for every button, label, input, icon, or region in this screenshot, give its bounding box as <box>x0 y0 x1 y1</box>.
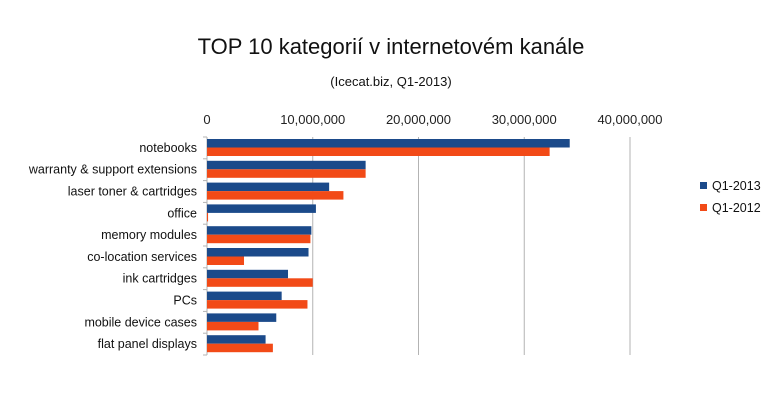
category-label: mobile device cases <box>84 315 197 329</box>
bar-q1-2013 <box>207 335 266 344</box>
category-label: warranty & support extensions <box>28 163 197 177</box>
bar-q1-2012 <box>207 300 308 309</box>
category-label: co-location services <box>87 250 197 264</box>
category-label: notebooks <box>139 141 197 155</box>
legend-swatch <box>700 204 707 211</box>
bar-q1-2012 <box>207 169 366 178</box>
bar-q1-2013 <box>207 182 330 192</box>
x-tick-label: 40,000,000 <box>597 112 662 127</box>
bar-q1-2012 <box>207 212 209 222</box>
bar-q1-2012 <box>207 321 259 331</box>
bar-q1-2013 <box>207 291 282 301</box>
x-tick-label: 20,000,000 <box>386 112 451 127</box>
category-label: flat panel displays <box>98 337 197 351</box>
bar-q1-2013 <box>207 160 366 170</box>
category-label: ink cartridges <box>123 272 197 286</box>
bar-q1-2013 <box>207 204 316 213</box>
x-tick-label: 30,000,000 <box>492 112 557 127</box>
category-label: memory modules <box>101 228 197 242</box>
bar-q1-2012 <box>207 191 344 200</box>
bar-q1-2013 <box>207 226 312 235</box>
bar-q1-2012 <box>207 343 273 353</box>
chart-title: TOP 10 kategorií v internetovém kanále <box>197 34 585 59</box>
bar-q1-2013 <box>207 313 277 322</box>
category-label: PCs <box>173 294 197 308</box>
bar-q1-2013 <box>207 269 289 279</box>
category-label: laser toner & cartridges <box>68 185 197 199</box>
bar-q1-2012 <box>207 234 311 244</box>
bar-q1-2013 <box>207 248 309 257</box>
legend-swatch <box>700 182 707 189</box>
bar-q1-2013 <box>207 139 570 148</box>
category-label: office <box>167 206 197 220</box>
x-tick-label: 10,000,000 <box>280 112 345 127</box>
bar-q1-2012 <box>207 278 313 287</box>
legend-label: Q1-2012 <box>712 201 761 215</box>
bar-q1-2012 <box>207 147 550 156</box>
x-tick-label: 0 <box>203 112 210 127</box>
chart-subtitle: (Icecat.biz, Q1-2013) <box>330 74 452 89</box>
legend-label: Q1-2013 <box>712 179 761 193</box>
bar-q1-2012 <box>207 256 245 265</box>
